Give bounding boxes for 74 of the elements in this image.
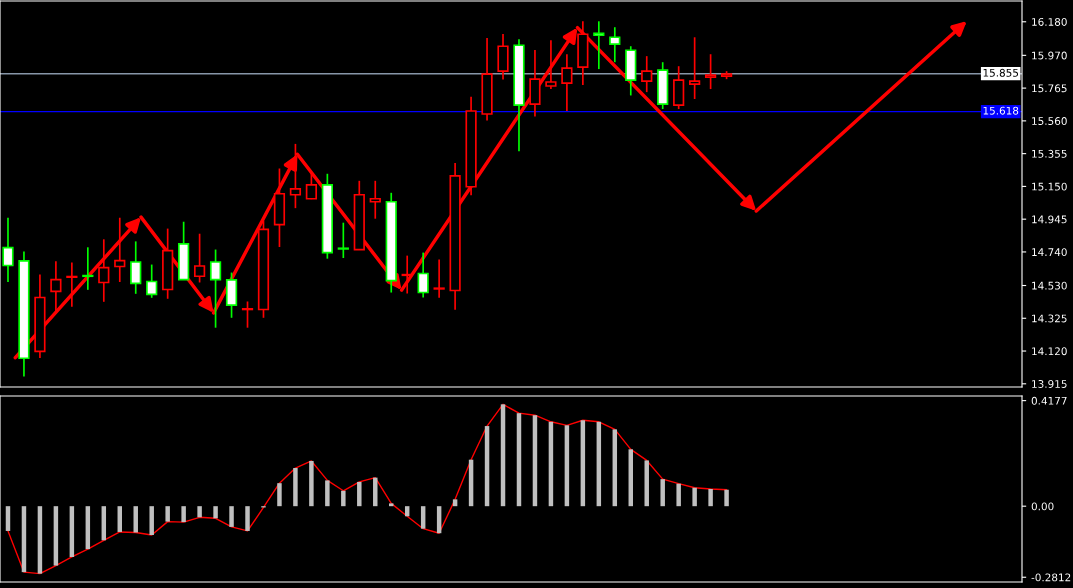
y-tick-label: -0.2812 — [1031, 573, 1071, 582]
y-tick-label: 14.740 — [1032, 248, 1067, 257]
candlestick — [609, 26, 621, 64]
bar — [500, 404, 506, 507]
bar — [420, 506, 426, 529]
candlestick — [98, 238, 110, 303]
bar — [213, 506, 218, 519]
y-tick-label: 15.150 — [1032, 182, 1067, 191]
bar — [452, 499, 458, 507]
bar — [181, 506, 186, 523]
candlestick — [50, 260, 62, 314]
bar — [309, 460, 314, 507]
candlestick — [561, 53, 573, 112]
bar — [580, 420, 586, 507]
y-tick-label: 14.945 — [1032, 215, 1067, 224]
bar — [117, 506, 122, 532]
bar — [357, 481, 362, 507]
candlestick — [593, 20, 605, 70]
candlestick — [241, 300, 254, 329]
y-tick-label: 14.325 — [1032, 314, 1067, 323]
y-tick-label: 0.00 — [1031, 502, 1054, 511]
candlestick — [689, 36, 701, 100]
candlestick — [82, 246, 94, 291]
candlestick — [209, 248, 222, 329]
y-tick-label: 15.560 — [1032, 117, 1067, 125]
bar — [165, 506, 170, 522]
y-tick-label: 15.765 — [1032, 84, 1067, 93]
y-tick-label: 13.915 — [1032, 380, 1067, 388]
bar — [644, 460, 649, 507]
bar — [53, 506, 59, 566]
candlestick — [305, 171, 318, 201]
ref-line-label: 15.618 — [983, 106, 1019, 115]
candlestick — [130, 240, 142, 295]
y-tick-label: 16.180 — [1032, 18, 1067, 26]
bar — [708, 489, 713, 507]
bar — [724, 489, 729, 507]
candlestick — [146, 263, 158, 299]
bar — [564, 425, 570, 507]
bar — [676, 483, 681, 507]
bar — [245, 506, 250, 531]
bar — [660, 479, 665, 507]
candlestick — [369, 179, 381, 220]
y-tick-label: 0.4177 — [1031, 396, 1067, 405]
candlestick — [433, 258, 445, 299]
bar — [628, 449, 633, 507]
ref-line-label: 15.855 — [983, 68, 1019, 77]
bar — [5, 506, 11, 531]
candlestick — [337, 221, 349, 259]
bar — [692, 487, 697, 507]
bar — [373, 477, 378, 507]
bar — [277, 483, 282, 507]
bar — [149, 506, 154, 535]
candlestick — [641, 55, 653, 93]
bar — [293, 468, 298, 507]
bar — [229, 506, 234, 527]
bar — [37, 506, 43, 574]
candlestick — [417, 251, 429, 299]
line-series — [7, 403, 728, 575]
y-tick-label: 15.970 — [1032, 51, 1067, 60]
bar — [85, 506, 91, 550]
bar — [612, 429, 618, 507]
bar — [341, 490, 346, 507]
y-tick-label: 14.120 — [1032, 347, 1067, 356]
candlestick — [66, 261, 78, 308]
candlestick — [193, 232, 206, 284]
bar — [325, 480, 330, 507]
bar — [197, 506, 202, 518]
bar — [69, 506, 75, 557]
bar — [133, 506, 138, 533]
candlestick — [704, 53, 717, 90]
y-tick-label: 15.355 — [1032, 149, 1067, 158]
candlestick — [545, 39, 557, 90]
y-tick-label: 14.530 — [1032, 281, 1067, 290]
bar — [389, 503, 394, 507]
